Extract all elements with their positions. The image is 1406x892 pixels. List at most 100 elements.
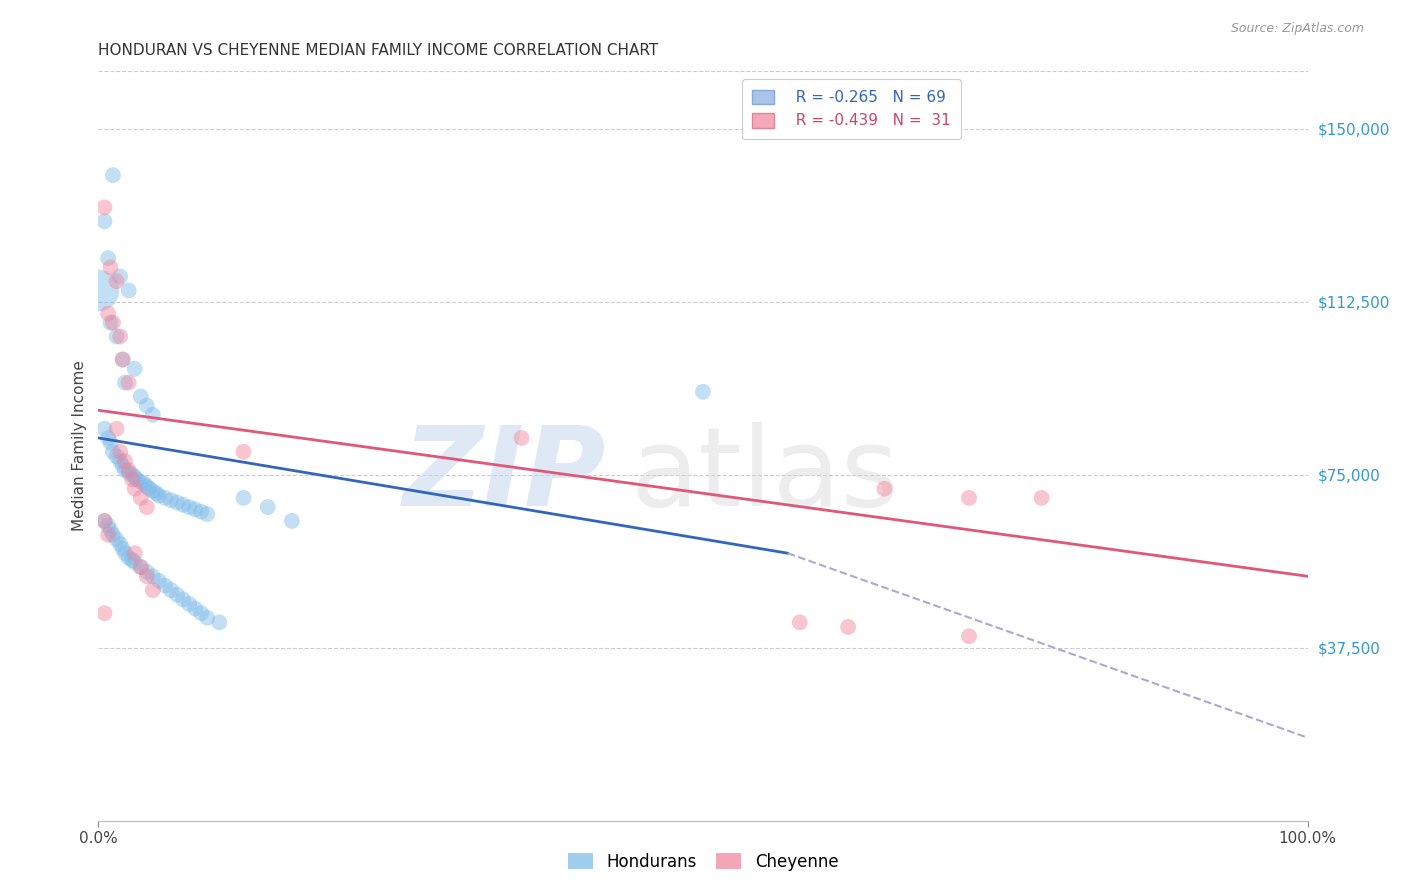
Text: atlas: atlas [630, 423, 898, 530]
Point [121, 472, 143, 486]
Point [101, 528, 124, 542]
Point [118, 466, 141, 480]
Point [118, 550, 141, 565]
Point [129, 560, 152, 574]
Point [166, 495, 188, 509]
Point [97, 431, 120, 445]
Point [957, 491, 980, 505]
Point [105, 422, 128, 436]
Point [179, 500, 201, 514]
Point [208, 615, 231, 630]
Point [97, 518, 120, 533]
Point [692, 384, 714, 399]
Point [837, 620, 859, 634]
Point [118, 376, 141, 390]
Point [108, 329, 131, 343]
Point [111, 352, 134, 367]
Point [190, 505, 212, 519]
Point [114, 546, 136, 560]
Point [1031, 491, 1053, 505]
Point [97, 306, 120, 320]
Point [179, 597, 201, 611]
Point [957, 629, 980, 643]
Point [135, 500, 157, 514]
Point [93, 606, 115, 620]
Text: Source: ZipAtlas.com: Source: ZipAtlas.com [1230, 22, 1364, 36]
Point [100, 523, 122, 537]
Point [118, 284, 141, 298]
Point [93, 200, 115, 214]
Point [129, 560, 152, 574]
Point [111, 541, 134, 556]
Point [127, 472, 149, 486]
Point [129, 491, 152, 505]
Point [114, 454, 136, 468]
Point [138, 482, 160, 496]
Point [93, 214, 115, 228]
Point [121, 553, 143, 567]
Point [108, 444, 131, 458]
Point [105, 329, 128, 343]
Point [172, 498, 194, 512]
Point [93, 422, 115, 436]
Point [145, 486, 167, 500]
Point [121, 467, 143, 482]
Point [232, 491, 254, 505]
Point [93, 514, 115, 528]
Point [101, 444, 124, 458]
Point [153, 491, 176, 505]
Point [124, 361, 146, 376]
Point [129, 475, 152, 489]
Text: HONDURAN VS CHEYENNE MEDIAN FAMILY INCOME CORRELATION CHART: HONDURAN VS CHEYENNE MEDIAN FAMILY INCOM… [98, 43, 658, 58]
Point [190, 606, 212, 620]
Point [148, 574, 170, 588]
Point [135, 399, 157, 413]
Point [97, 528, 120, 542]
Point [101, 168, 124, 182]
Point [160, 583, 183, 598]
Point [124, 482, 146, 496]
Point [873, 482, 896, 496]
Point [108, 537, 131, 551]
Legend: Hondurans, Cheyenne: Hondurans, Cheyenne [560, 845, 846, 880]
Point [100, 435, 122, 450]
Point [124, 470, 146, 484]
Point [135, 565, 157, 579]
Point [510, 431, 533, 445]
Point [111, 352, 134, 367]
Point [114, 376, 136, 390]
Point [195, 507, 218, 521]
Point [195, 611, 218, 625]
Point [134, 477, 156, 491]
Point [142, 483, 165, 498]
Point [87, 284, 110, 298]
Point [118, 463, 141, 477]
Point [100, 316, 122, 330]
Point [184, 502, 207, 516]
Point [142, 408, 165, 422]
Point [184, 601, 207, 615]
Point [124, 556, 146, 570]
Point [114, 463, 136, 477]
Point [148, 489, 170, 503]
Text: ZIP: ZIP [402, 423, 606, 530]
Point [789, 615, 811, 630]
Point [166, 588, 188, 602]
Point [160, 493, 183, 508]
Point [105, 274, 128, 288]
Point [108, 269, 131, 284]
Point [105, 450, 128, 464]
Point [105, 533, 128, 547]
Point [97, 251, 120, 265]
Point [111, 458, 134, 473]
Point [135, 569, 157, 583]
Point [124, 546, 146, 560]
Y-axis label: Median Family Income: Median Family Income [72, 360, 87, 532]
Point [100, 260, 122, 275]
Point [256, 500, 278, 514]
Point [281, 514, 304, 528]
Legend:   R = -0.265   N = 69,   R = -0.439   N =  31: R = -0.265 N = 69, R = -0.439 N = 31 [741, 79, 962, 139]
Point [153, 578, 176, 592]
Point [232, 444, 254, 458]
Point [101, 316, 124, 330]
